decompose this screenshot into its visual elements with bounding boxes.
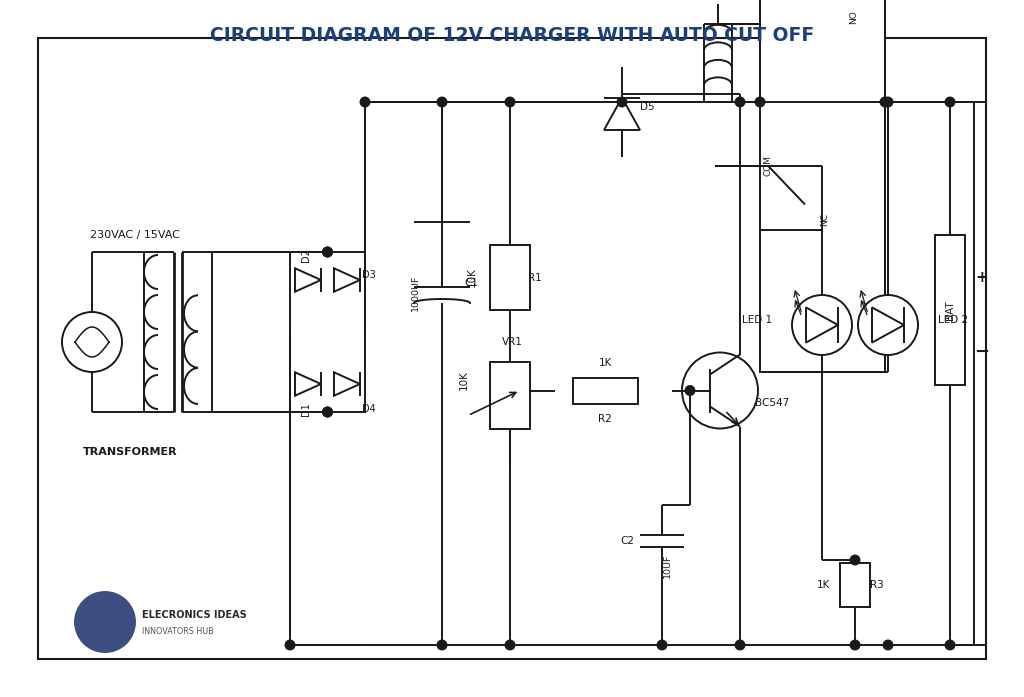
Text: R3: R3 bbox=[870, 580, 884, 590]
Circle shape bbox=[657, 641, 667, 650]
Polygon shape bbox=[295, 372, 321, 396]
Text: 1000UF: 1000UF bbox=[411, 275, 420, 311]
Text: C1: C1 bbox=[464, 278, 478, 288]
Circle shape bbox=[506, 98, 514, 107]
Polygon shape bbox=[806, 307, 838, 343]
Circle shape bbox=[851, 641, 859, 650]
Circle shape bbox=[506, 641, 514, 650]
Text: C2: C2 bbox=[620, 536, 634, 546]
Text: NC: NC bbox=[820, 213, 829, 226]
Circle shape bbox=[735, 98, 744, 107]
Text: 10K: 10K bbox=[459, 371, 469, 390]
Polygon shape bbox=[334, 372, 360, 396]
Polygon shape bbox=[604, 98, 640, 130]
Text: 1K: 1K bbox=[598, 358, 611, 367]
Circle shape bbox=[858, 295, 918, 355]
Circle shape bbox=[617, 98, 627, 107]
Bar bbox=[572, 378, 638, 404]
Text: D5: D5 bbox=[640, 102, 654, 112]
Text: 10K: 10K bbox=[467, 268, 477, 287]
Text: −: − bbox=[975, 343, 989, 361]
Text: 1K: 1K bbox=[816, 580, 830, 590]
Circle shape bbox=[323, 408, 332, 417]
Circle shape bbox=[437, 641, 446, 650]
Circle shape bbox=[323, 247, 332, 256]
Circle shape bbox=[685, 386, 694, 395]
Text: ELECRONICS IDEAS: ELECRONICS IDEAS bbox=[142, 610, 247, 620]
Text: BC547: BC547 bbox=[755, 397, 790, 408]
Text: INNOVATORS HUB: INNOVATORS HUB bbox=[142, 627, 214, 636]
Polygon shape bbox=[295, 268, 321, 292]
Text: D1: D1 bbox=[301, 402, 311, 416]
Circle shape bbox=[884, 641, 893, 650]
Text: +: + bbox=[976, 270, 988, 284]
Bar bbox=[760, 0, 885, 372]
Bar bbox=[490, 362, 530, 429]
Circle shape bbox=[437, 98, 446, 107]
Text: BAT: BAT bbox=[945, 300, 955, 320]
Text: R1: R1 bbox=[528, 273, 542, 282]
Text: LED 2: LED 2 bbox=[938, 315, 968, 325]
Circle shape bbox=[735, 641, 744, 650]
Circle shape bbox=[884, 98, 893, 107]
Bar bbox=[840, 563, 870, 607]
Bar bbox=[38, 38, 986, 659]
Circle shape bbox=[360, 98, 370, 107]
Circle shape bbox=[756, 98, 765, 107]
Text: D2: D2 bbox=[301, 248, 311, 262]
Text: NO: NO bbox=[849, 10, 858, 24]
Text: 10UF: 10UF bbox=[663, 554, 672, 579]
Circle shape bbox=[682, 353, 758, 429]
Text: COM: COM bbox=[764, 155, 772, 176]
Circle shape bbox=[792, 295, 852, 355]
Text: LED 1: LED 1 bbox=[741, 315, 772, 325]
Circle shape bbox=[881, 98, 890, 107]
Circle shape bbox=[323, 247, 332, 256]
Text: CIRCUIT DIAGRAM OF 12V CHARGER WITH AUTO CUT OFF: CIRCUIT DIAGRAM OF 12V CHARGER WITH AUTO… bbox=[210, 26, 814, 45]
Circle shape bbox=[851, 556, 859, 565]
Text: D3: D3 bbox=[362, 270, 376, 280]
Bar bbox=[935, 235, 965, 385]
Text: 230VAC / 15VAC: 230VAC / 15VAC bbox=[90, 230, 180, 240]
Circle shape bbox=[286, 641, 295, 650]
Polygon shape bbox=[334, 268, 360, 292]
Circle shape bbox=[75, 592, 135, 652]
Bar bbox=[290, 252, 365, 412]
Bar bbox=[490, 245, 530, 310]
Text: VR1: VR1 bbox=[502, 337, 522, 347]
Circle shape bbox=[62, 312, 122, 372]
Text: TRANSFORMER: TRANSFORMER bbox=[83, 447, 177, 457]
Circle shape bbox=[945, 98, 954, 107]
Circle shape bbox=[945, 641, 954, 650]
Polygon shape bbox=[872, 307, 904, 343]
Text: R2: R2 bbox=[598, 413, 612, 424]
Circle shape bbox=[323, 408, 332, 417]
Text: D4: D4 bbox=[362, 404, 376, 414]
